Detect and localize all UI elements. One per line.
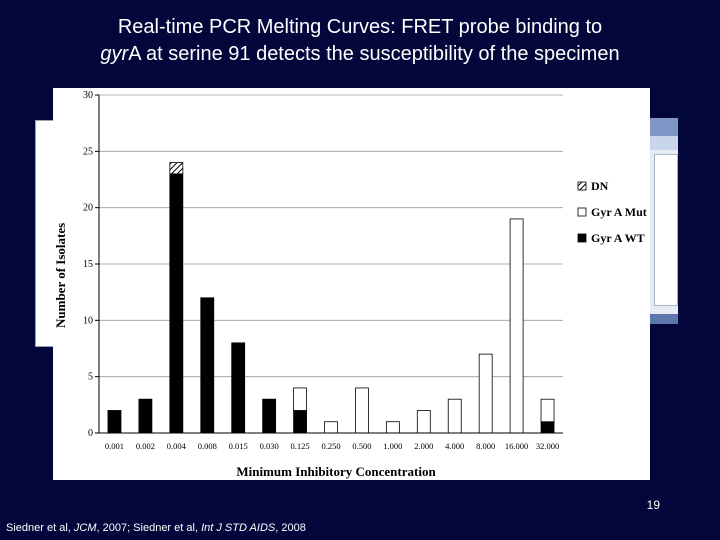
citation-part-1: Siedner et al, [6, 522, 74, 534]
mic-bar-chart: 0 5 10 15 20 25 30 0.001 0.002 0.004 0.008 0.015 0.0… [53, 90, 647, 479]
x-tick-label: 8.000 [476, 441, 495, 451]
bar-gyr-a-wt [262, 398, 277, 434]
y-tick-label: 30 [83, 90, 93, 101]
background-window-right [650, 118, 678, 324]
citation-part-3: , 2008 [275, 522, 306, 534]
y-tick-label: 5 [88, 372, 93, 383]
y-tick-label: 15 [83, 259, 93, 270]
y-tick-label: 10 [83, 315, 93, 326]
x-tick-label: 32.000 [536, 441, 559, 451]
bar-gyr-a-mut [509, 218, 524, 434]
background-window-titlebar [650, 118, 678, 136]
bar-gyr-a-mut [355, 387, 369, 434]
legend-swatch [577, 207, 587, 217]
x-tick-label: 2.000 [414, 441, 433, 451]
bar-gyr-a-mut [478, 353, 493, 434]
bar-gyr-a-wt [293, 410, 307, 434]
x-tick-label: 0.002 [136, 441, 155, 451]
x-tick-label: 0.004 [167, 441, 187, 451]
chart-figure: 0 5 10 15 20 25 30 0.001 0.002 0.004 0.008 0.015 0.0… [53, 88, 650, 480]
bar-gyr-a-wt [138, 398, 153, 434]
bar-gyr-a-mut [447, 398, 462, 434]
bar-gyr-a-mut [416, 410, 431, 434]
x-tick-label: 16.000 [505, 441, 528, 451]
x-tick-label: 4.000 [445, 441, 464, 451]
legend-label: DN [591, 179, 609, 193]
background-window-toolbar [650, 136, 678, 150]
x-tick-label: 0.008 [198, 441, 217, 451]
bar-gyr-a-mut [324, 421, 338, 434]
legend-label: Gyr A WT [591, 231, 645, 245]
bar-gyr-a-wt [540, 421, 555, 434]
bar-dn [169, 162, 184, 175]
bar-gyr-a-mut [540, 398, 555, 423]
legend-swatch [577, 233, 587, 243]
slide-title: Real-time PCR Melting Curves: FRET probe… [0, 14, 720, 68]
legend-label: Gyr A Mut [591, 205, 647, 219]
y-tick-label: 20 [83, 203, 93, 214]
x-tick-label: 0.250 [321, 441, 340, 451]
y-tick-label: 0 [88, 428, 93, 439]
x-axis-label: Minimum Inhibitory Concentration [236, 464, 436, 479]
title-line-1: Real-time PCR Melting Curves: FRET probe… [117, 16, 603, 38]
x-tick-label: 0.030 [260, 441, 279, 451]
bar-gyr-a-wt [200, 297, 215, 434]
title-line-2: gyrA at serine 91 detects the susceptibi… [0, 41, 720, 68]
y-axis-label: Number of Isolates [53, 223, 68, 328]
title-gene-italic: gyr [100, 43, 129, 65]
y-tick-label: 25 [83, 146, 93, 157]
bar-gyr-a-wt [107, 410, 122, 434]
bar-gyr-a-mut [385, 421, 400, 434]
citation-journal-2: Int J STD AIDS [201, 522, 276, 534]
x-tick-label: 0.125 [291, 441, 310, 451]
x-tick-label: 0.500 [352, 441, 371, 451]
title-line-2-rest: A at serine 91 detects the susceptibilit… [128, 43, 620, 65]
background-window-footer [650, 314, 678, 324]
x-tick-label: 1.000 [383, 441, 402, 451]
x-tick-label: 0.015 [229, 441, 248, 451]
x-tick-label: 0.001 [105, 441, 124, 451]
bar-gyr-a-mut [293, 387, 307, 411]
citation-part-2: , 2007; Siedner et al, [96, 522, 202, 534]
bar-gyr-a-wt [169, 173, 184, 434]
citation: Siedner et al, JCM, 2007; Siedner et al,… [6, 522, 306, 534]
page-number: 19 [646, 498, 660, 512]
bar-gyr-a-wt [231, 342, 246, 434]
background-window-panel [654, 154, 678, 306]
legend-swatch [577, 181, 587, 191]
citation-journal-1: JCM [73, 522, 97, 534]
